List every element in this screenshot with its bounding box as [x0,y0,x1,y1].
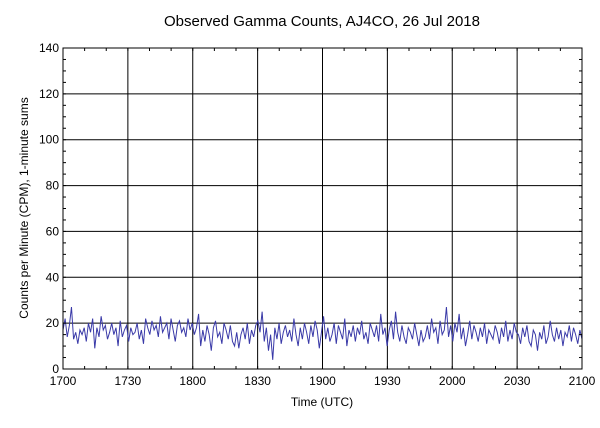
y-tick-label: 20 [46,316,60,330]
y-tick-label: 40 [46,270,60,284]
minor-ticks [62,47,583,370]
x-tick-label: 1700 [50,374,77,388]
x-tick-label: 1730 [115,374,142,388]
x-tick-label: 1930 [374,374,401,388]
x-tick-label: 1900 [309,374,336,388]
x-tick-label: 2000 [439,374,466,388]
y-tick-label: 80 [46,179,60,193]
chart-title: Observed Gamma Counts, AJ4CO, 26 Jul 201… [164,13,480,30]
y-axis-tick-labels: 0 20 40 60 80 100 120 140 [39,41,59,376]
y-tick-label: 140 [39,41,59,55]
x-tick-label: 1800 [179,374,206,388]
series-line-gamma-counts [62,307,583,360]
grid-lines [63,48,582,369]
x-tick-label: 1830 [244,374,271,388]
x-tick-label: 2100 [569,374,596,388]
y-tick-label: 60 [46,224,60,238]
y-tick-label: 120 [39,87,59,101]
y-axis-label: Counts per Minute (CPM), 1-minute sums [17,97,31,318]
y-tick-label: 0 [52,362,59,376]
x-axis-tick-labels: 1700 1730 1800 1830 1900 1930 2000 2030 2100 [50,374,596,388]
x-tick-label: 2030 [504,374,531,388]
y-tick-label: 100 [39,133,59,147]
x-axis-label: Time (UTC) [291,395,353,409]
